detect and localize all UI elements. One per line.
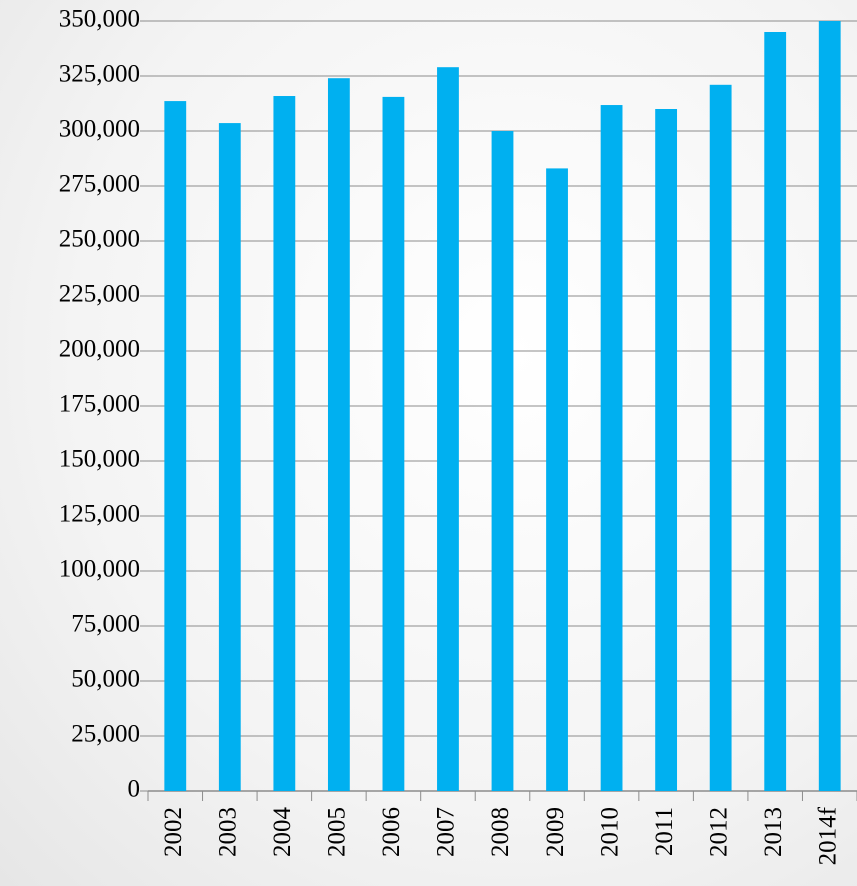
x-tick-label: 2008 [487,807,514,857]
y-tick-label: 25,000 [71,721,140,748]
y-tick-label: 125,000 [59,501,140,528]
y-tick-label: 75,000 [71,611,140,638]
y-tick-label: 250,000 [59,226,140,253]
bar [709,84,732,792]
bar [382,96,405,791]
bar [600,105,623,792]
bar [218,123,241,791]
y-tick-label: 325,000 [59,61,140,88]
y-tick-label: 200,000 [59,336,140,363]
bar [273,96,296,791]
x-tick-label: 2014f [814,806,841,865]
x-tick-label: 2004 [269,807,296,858]
bar [327,78,350,791]
y-tick-label: 100,000 [59,556,140,583]
bar [655,109,678,791]
x-tick-label: 2009 [542,807,569,857]
y-tick-label: 275,000 [59,171,140,198]
y-tick-label: 300,000 [59,116,140,143]
x-tick-label: 2003 [215,807,242,857]
y-tick-label: 0 [128,776,141,803]
y-tick-label: 350,000 [59,6,140,33]
bar [491,131,514,791]
x-tick-label: 2002 [160,807,187,857]
x-tick-label: 2012 [705,807,732,857]
x-tick-label: 2011 [651,807,678,856]
y-tick-label: 175,000 [59,391,140,418]
x-tick-label: 2013 [760,807,787,857]
y-tick-label: 150,000 [59,446,140,473]
bar [164,101,187,791]
x-tick-label: 2006 [378,807,405,857]
y-tick-label: 225,000 [59,281,140,308]
x-tick-label: 2005 [324,807,351,857]
bar [437,67,459,791]
y-tick-label: 50,000 [71,666,140,693]
x-tick-label: 2007 [433,807,460,857]
x-tick-label: 2010 [596,807,623,857]
bar [818,21,841,791]
bar [764,32,787,791]
bar [546,168,568,791]
